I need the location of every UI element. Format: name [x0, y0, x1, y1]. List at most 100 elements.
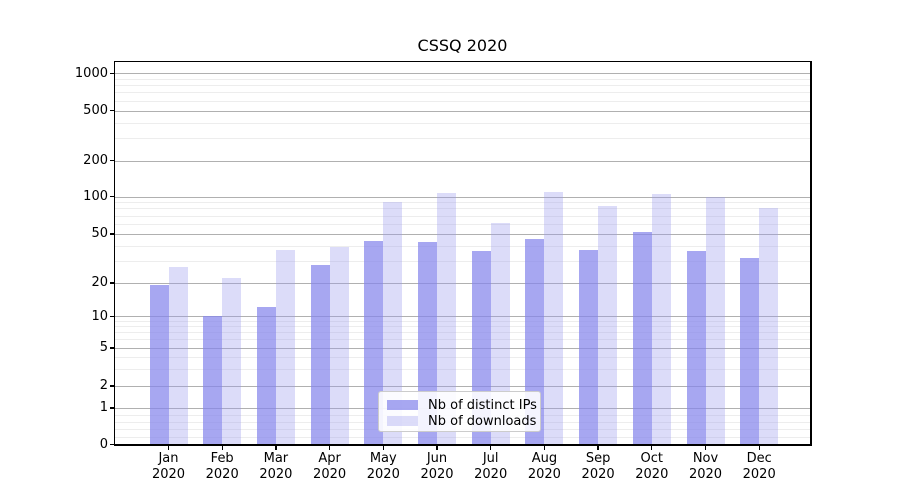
x-tick-mark	[275, 445, 277, 450]
x-tick-label-apr: Apr 2020	[313, 451, 347, 482]
legend-swatch-downloads	[387, 416, 418, 426]
minor-gridline	[115, 100, 810, 102]
y-tick-label: 1000	[74, 65, 108, 81]
major-gridline	[115, 316, 810, 317]
right-spine	[810, 62, 812, 446]
left-spine	[113, 62, 115, 446]
y-tick-mark	[110, 196, 114, 198]
minor-gridline	[115, 339, 810, 341]
y-tick-mark	[110, 72, 114, 75]
x-tick-label-dec: Dec 2020	[742, 451, 776, 482]
bar-downloads-nov	[705, 196, 725, 444]
x-tick-label-oct: Oct 2020	[635, 451, 669, 482]
y-tick-label: 200	[83, 153, 108, 168]
y-tick-label: 2	[99, 378, 108, 394]
bar-downloads-jun	[437, 192, 456, 444]
legend-label-downloads: Nb of downloads	[428, 413, 537, 429]
x-tick-label-jan: Jan 2020	[151, 451, 186, 482]
y-tick-mark	[110, 282, 114, 284]
minor-gridline	[115, 356, 810, 358]
x-tick-label-aug: Aug 2020	[527, 451, 561, 482]
y-tick-label: 5	[99, 340, 108, 356]
y-tick-label: 0	[99, 436, 108, 452]
x-tick-mark	[328, 445, 331, 450]
major-gridline	[115, 233, 810, 235]
x-tick-mark	[543, 445, 546, 450]
minor-gridline	[115, 202, 810, 204]
x-tick-label-feb: Feb 2020	[205, 451, 239, 482]
bar-downloads-jan	[168, 266, 188, 444]
x-tick-mark	[167, 445, 170, 450]
major-gridline	[115, 385, 810, 387]
major-gridline	[115, 196, 810, 198]
x-tick-label-sep: Sep 2020	[581, 451, 615, 482]
y-tick-mark	[110, 347, 114, 349]
minor-gridline	[115, 326, 810, 328]
legend-item-distinct-ips: Nb of distinct IPs	[387, 397, 540, 413]
x-tick-label-jun: Jun 2020	[420, 451, 454, 482]
major-gridline	[115, 73, 810, 75]
y-tick-mark	[110, 315, 114, 317]
minor-gridline	[115, 261, 810, 263]
x-tick-label-mar: Mar 2020	[259, 451, 293, 482]
major-gridline	[115, 110, 810, 112]
bar-distinct-ips-sep	[579, 249, 599, 444]
bar-distinct-ips-dec	[740, 257, 760, 444]
plot-area	[115, 62, 810, 444]
y-tick-label: 20	[91, 275, 108, 291]
major-gridline	[115, 160, 810, 162]
minor-gridline	[115, 208, 810, 210]
bar-downloads-aug	[544, 191, 564, 444]
x-tick-mark	[221, 445, 223, 450]
y-tick-mark	[110, 443, 114, 445]
minor-gridline	[115, 215, 810, 217]
minor-gridline	[115, 78, 810, 80]
y-tick-mark	[110, 385, 114, 387]
bar-downloads-sep	[598, 206, 618, 444]
x-tick-mark	[758, 445, 760, 450]
minor-gridline	[115, 138, 810, 140]
bar-distinct-ips-apr	[310, 264, 330, 444]
minor-gridline	[115, 368, 810, 370]
minor-gridline	[115, 122, 810, 124]
x-tick-label-jul: Jul 2020	[474, 451, 508, 482]
bar-downloads-feb	[222, 277, 242, 444]
y-tick-label: 1	[99, 400, 108, 416]
bar-downloads-dec	[759, 207, 779, 444]
bar-distinct-ips-nov	[686, 251, 706, 444]
legend-label-distinct-ips: Nb of distinct IPs	[428, 397, 537, 413]
minor-gridline	[115, 332, 810, 334]
bar-distinct-ips-feb	[203, 316, 223, 444]
y-tick-label: 100	[83, 189, 108, 204]
x-tick-mark	[704, 445, 707, 450]
y-tick-label: 50	[91, 226, 108, 242]
bar-distinct-ips-oct	[632, 231, 652, 444]
legend-item-downloads: Nb of downloads	[387, 413, 540, 429]
x-tick-mark	[651, 445, 653, 450]
x-tick-label-nov: Nov 2020	[688, 451, 723, 482]
x-tick-mark	[490, 445, 492, 450]
y-tick-mark	[110, 407, 114, 409]
bar-downloads-apr	[329, 246, 349, 444]
major-gridline	[115, 282, 810, 284]
x-tick-mark	[597, 445, 599, 450]
bar-downloads-mar	[275, 249, 295, 444]
y-tick-label: 10	[91, 308, 108, 324]
bar-downloads-jul	[490, 223, 510, 444]
legend: Nb of distinct IPs Nb of downloads	[378, 391, 541, 432]
major-gridline	[115, 347, 810, 349]
minor-gridline	[115, 320, 810, 322]
minor-gridline	[115, 92, 810, 94]
x-tick-label-may: May 2020	[366, 451, 400, 482]
minor-gridline	[115, 436, 810, 438]
y-tick-label: 500	[83, 103, 108, 118]
y-tick-mark	[110, 160, 114, 162]
bottom-spine	[113, 444, 812, 446]
y-tick-mark	[110, 110, 114, 112]
chart-title: CSSQ 2020	[417, 36, 508, 55]
x-tick-mark	[382, 445, 384, 450]
legend-swatch-distinct-ips	[387, 400, 418, 410]
minor-gridline	[115, 223, 810, 225]
minor-gridline	[115, 245, 810, 247]
